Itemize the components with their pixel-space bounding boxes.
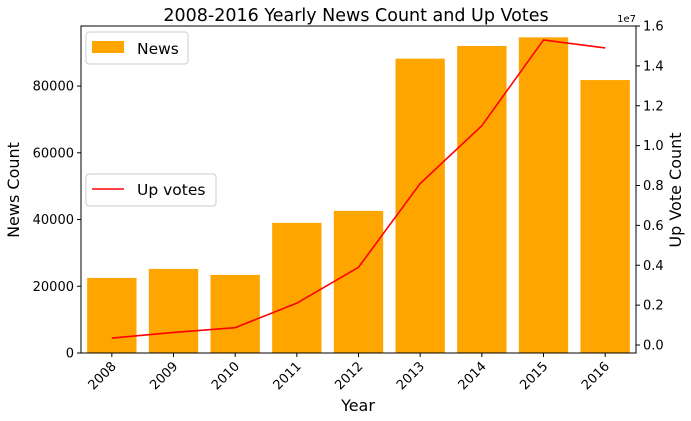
x-tick-label: 2013 — [394, 359, 428, 393]
x-tick-label: 2008 — [86, 359, 120, 393]
line-layer — [111, 39, 606, 339]
y2-axis-exponent: 1e7 — [617, 14, 636, 25]
bar-2010 — [210, 274, 260, 353]
y-axis-ticks: 0 20000 40000 60000 80000 — [33, 80, 81, 362]
y2-axis-label: Up Vote Count — [666, 132, 685, 247]
x-axis-label: Year — [340, 396, 375, 415]
x-tick-label: 2015 — [517, 359, 551, 393]
legend-upvotes-frame — [85, 173, 217, 207]
y2-tick-label: 1.6 — [643, 20, 664, 35]
legend-news-frame — [85, 31, 189, 65]
y2-axis-ticks: 0.0 0.2 0.4 0.6 0.8 1.0 1.2 1.4 1.6 — [636, 20, 664, 354]
y2-tick-label: 0.6 — [643, 219, 664, 234]
y-tick-label: 40000 — [33, 213, 74, 228]
y2-tick-label: 0.8 — [643, 179, 664, 194]
bar-2016 — [580, 80, 630, 353]
x-tick-label: 2016 — [579, 359, 613, 393]
x-tick-label: 2010 — [209, 359, 243, 393]
bars-layer — [87, 37, 630, 353]
y2-tick-label: 0.2 — [643, 299, 664, 314]
legend-upvotes-label: Up votes — [137, 181, 205, 199]
chart-title: 2008-2016 Yearly News Count and Up Votes — [163, 6, 548, 26]
y-tick-label: 80000 — [33, 80, 74, 95]
y2-tick-label: 1.0 — [643, 139, 664, 154]
x-tick-label: 2014 — [456, 359, 490, 393]
bar-2009 — [148, 268, 199, 353]
x-axis-ticks: 2008 2009 2010 2011 2012 2013 2014 2015 2016 — [86, 353, 613, 393]
bar-2008 — [87, 277, 137, 353]
y2-tick-label: 1.2 — [643, 99, 664, 114]
y-tick-label: 0 — [66, 347, 74, 362]
bar-2014 — [457, 46, 507, 353]
y-tick-label: 60000 — [33, 146, 74, 161]
x-tick-label: 2009 — [147, 359, 181, 393]
y2-tick-label: 1.4 — [643, 59, 664, 74]
legend-news: News — [85, 31, 189, 65]
y2-tick-label: 0.0 — [643, 339, 664, 354]
y-axis-label: News Count — [4, 142, 23, 238]
legend-news-label: News — [137, 40, 179, 58]
x-tick-label: 2011 — [271, 359, 305, 393]
y-tick-label: 20000 — [33, 280, 74, 295]
y2-tick-label: 0.4 — [643, 259, 664, 274]
legend-news-swatch — [92, 41, 124, 53]
bar-2011 — [272, 222, 322, 353]
bar-2012 — [333, 210, 384, 353]
upvotes-line — [111, 39, 606, 339]
legend-upvotes: Up votes — [85, 173, 217, 207]
x-tick-label: 2012 — [332, 359, 366, 393]
bar-2015 — [518, 37, 569, 353]
